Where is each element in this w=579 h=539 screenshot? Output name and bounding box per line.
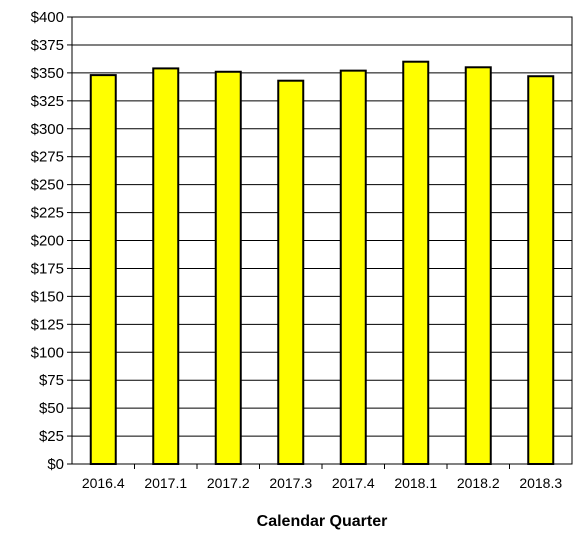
y-tick-label: $0	[47, 456, 64, 473]
y-tick-label: $125	[31, 316, 64, 333]
y-axis: $0 $25 $50 $75 $100 $125 $150 $175 $200 $225 $250 $…	[31, 9, 72, 473]
x-tick-label: 2018.1	[394, 475, 437, 491]
x-axis: 2016.4 2017.1 2017.2 2017.3 2017.4 2018.1 2018…	[82, 464, 562, 491]
bar	[152, 67, 180, 465]
y-tick-label: $300	[31, 121, 64, 138]
y-tick-label: $75	[39, 372, 64, 389]
bar	[464, 66, 492, 465]
y-tick-label: $100	[31, 344, 64, 361]
x-tick-label: 2017.4	[332, 475, 375, 491]
x-axis-label: Calendar Quarter	[257, 513, 388, 530]
y-tick-label: $150	[31, 288, 64, 305]
bar	[89, 74, 117, 466]
bar	[214, 70, 242, 465]
y-tick-label: $325	[31, 93, 64, 110]
bars	[89, 60, 555, 466]
gridlines	[72, 44, 572, 437]
y-tick-label: $250	[31, 177, 64, 194]
y-tick-label: $25	[39, 428, 64, 445]
y-tick-label: $350	[31, 65, 64, 82]
x-tick-label: 2018.3	[519, 475, 562, 491]
y-tick-label: $200	[31, 233, 64, 250]
y-tick-label: $50	[39, 400, 64, 417]
x-tick-label: 2017.3	[269, 475, 312, 491]
bar	[277, 79, 305, 465]
y-tick-label: $275	[31, 149, 64, 166]
x-tick-label: 2016.4	[82, 475, 125, 491]
x-tick-label: 2017.2	[207, 475, 250, 491]
y-tick-label: $400	[31, 9, 64, 26]
x-tick-label: 2017.1	[144, 475, 187, 491]
bar	[402, 60, 430, 465]
y-tick-label: $375	[31, 37, 64, 54]
y-tick-label: $225	[31, 205, 64, 222]
bar	[527, 75, 555, 465]
y-tick-label: $175	[31, 260, 64, 277]
bar	[339, 69, 367, 465]
x-tick-label: 2018.2	[457, 475, 500, 491]
